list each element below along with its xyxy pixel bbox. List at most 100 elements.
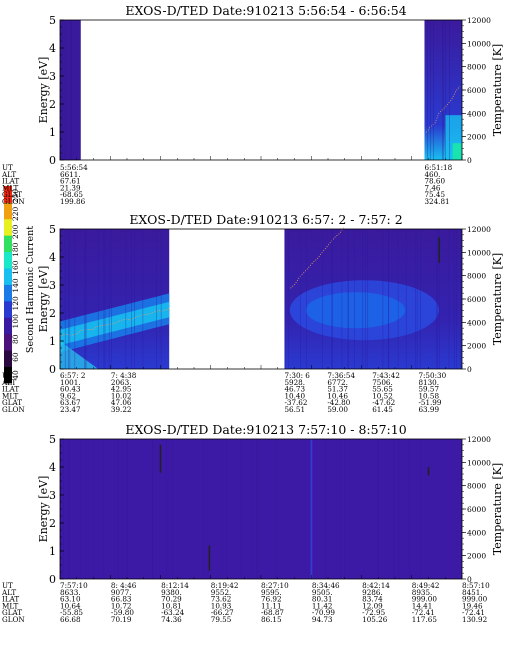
table-cell: 12.09 (362, 601, 383, 610)
table-cell: 6:57: 2 (60, 371, 85, 380)
table-cell: 10.64 (60, 601, 81, 610)
temperature-trace (426, 86, 461, 133)
y-tick-label: 3 (49, 279, 56, 292)
table-cell: 2063. (111, 378, 132, 387)
colorbar-swatch (4, 350, 12, 367)
table-cell: 6:51:18 (424, 163, 452, 172)
colorbar-swatch (4, 218, 12, 236)
y2-tick-label: 10000 (467, 458, 491, 467)
table-cell: 7:43:42 (372, 371, 400, 380)
table-cell: 9077. (111, 588, 132, 597)
table-row-label: MLT (2, 183, 19, 192)
table-cell: 83.74 (362, 595, 383, 604)
panel-title: EXOS-D/TED Date:910213 7:57:10 - 8:57:10 (125, 422, 406, 437)
panel-2: EXOS-D/TED Date:910213 6:57: 2 - 7:57: 2… (1, 212, 504, 414)
data-segment (424, 20, 462, 160)
colorbar-swatch (4, 366, 12, 384)
table-cell: 7.46 (424, 183, 440, 192)
y2-tick-label: 4000 (467, 318, 486, 327)
colorbar-tick-label: 180 (11, 242, 20, 257)
y2-tick-label: 8000 (467, 63, 486, 72)
y-tick-label: 2 (49, 98, 56, 111)
colorbar: 40 60 80 100 120 140 160 180 200 220 250 Second Har… (4, 186, 36, 384)
table-cell: 21.39 (60, 183, 81, 192)
table-cell: 7:57:10 (60, 581, 88, 590)
table-row-label: ILAT (2, 595, 19, 604)
table-cell: 78.60 (424, 177, 445, 186)
table-cell: 74.36 (161, 615, 182, 624)
y2-tick-label: 10000 (467, 39, 491, 48)
table-cell: 9552. (211, 588, 232, 597)
colorbar-swatch (4, 235, 12, 253)
table-cell: 9286. (362, 588, 383, 597)
y-tick-label: 0 (49, 363, 56, 376)
table-cell: 117.65 (412, 615, 438, 624)
y2-axis-label: Temperature [K] (491, 463, 504, 555)
table-row-label: ALT (1, 378, 16, 387)
table-cell: 8:19:42 (211, 581, 239, 590)
table-cell: 63.67 (60, 398, 81, 407)
colorbar-tick-label: 200 (11, 224, 20, 239)
table-row-label: ALT (1, 170, 16, 179)
table-row-label: ILAT (2, 385, 19, 394)
y2-axis-label: Temperature [K] (491, 44, 504, 136)
plot-frame (59, 19, 463, 161)
table-cell: 51.37 (327, 385, 348, 394)
colorbar-tick-label: 60 (11, 352, 20, 362)
y2-tick-label: 8000 (467, 482, 486, 491)
intensity-blob-core (452, 143, 462, 160)
table-cell: 59.57 (418, 385, 439, 394)
table-cell: -72.41 (462, 608, 485, 617)
y-tick-label: 3 (49, 70, 56, 83)
table-cell: -72.95 (362, 608, 385, 617)
table-cell: 7:30: 6 (284, 371, 310, 380)
y-axis-label: Energy [eV] (37, 57, 50, 124)
table-cell: -63.24 (161, 608, 184, 617)
table-cell: 10.72 (111, 601, 132, 610)
y-tick-label: 5 (49, 223, 56, 236)
colorbar-swatch (4, 333, 12, 351)
colorbar-tick-label: 40 (11, 370, 20, 380)
y-tick-label: 0 (49, 154, 56, 167)
table-cell: 8935. (412, 588, 433, 597)
colorbar-tick-label: 120 (11, 296, 20, 311)
y-tick-label: 1 (49, 545, 56, 558)
table-cell: 10.02 (111, 391, 132, 400)
spectrogram-background (60, 439, 462, 579)
table-cell: 10.58 (418, 391, 439, 400)
y-tick-label: 2 (49, 517, 56, 530)
table-cell: 7506. (372, 378, 393, 387)
table-cell: 80.31 (312, 595, 333, 604)
table-cell: 94.73 (312, 615, 333, 624)
colorbar-tick-label: 140 (11, 278, 20, 293)
table-row-label: ILAT (2, 177, 19, 186)
table-cell: -47.62 (372, 398, 395, 407)
table-cell: 11.42 (312, 601, 333, 610)
colorbar-swatch (4, 202, 12, 220)
panel-title: EXOS-D/TED Date:910213 6:57: 2 - 7:57: 2 (129, 212, 402, 227)
table-cell: 1001. (60, 378, 81, 387)
table-cell: 70.29 (161, 595, 182, 604)
table-cell: 8451. (462, 588, 483, 597)
table-cell: 8:27:10 (261, 581, 289, 590)
table-cell: 460. (424, 170, 440, 179)
table-row-label: UT (2, 581, 13, 590)
table-cell: 9380. (161, 588, 182, 597)
table-cell: 999.00 (462, 595, 488, 604)
table-row-label: MLT (2, 601, 19, 610)
y-tick-label: 5 (49, 14, 56, 27)
y-tick-label: 4 (49, 42, 56, 55)
table-cell: -68.65 (60, 190, 83, 199)
y2-tick-label: 2000 (467, 133, 486, 142)
data-segment (60, 20, 81, 160)
panel-3: EXOS-D/TED Date:910213 7:57:10 - 8:57:10… (1, 422, 504, 624)
y-tick-label: 0 (49, 573, 56, 586)
y-tick-label: 1 (49, 126, 56, 139)
table-cell: -37.62 (284, 398, 307, 407)
table-cell: 6772. (327, 378, 348, 387)
y2-tick-label: 0 (467, 575, 472, 584)
y-tick-label: 4 (49, 461, 56, 474)
table-row-label: GLON (2, 615, 25, 624)
table-cell: 42.95 (111, 385, 132, 394)
